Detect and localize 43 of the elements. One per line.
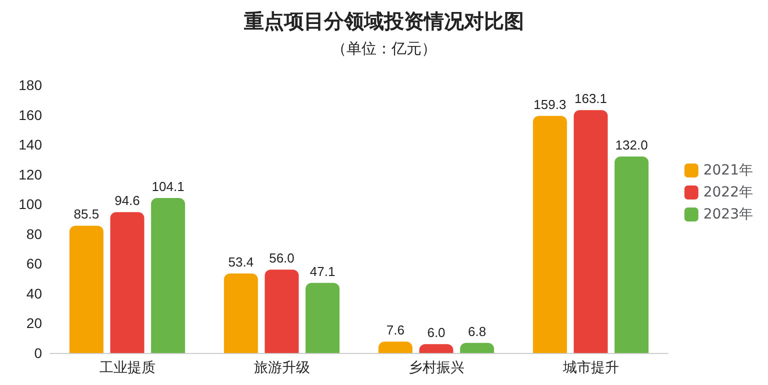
y-tick-label: 160 (18, 106, 42, 123)
legend-label: 2021年 (703, 162, 754, 178)
y-tick-label: 20 (26, 315, 42, 332)
y-tick-label: 40 (26, 285, 42, 302)
y-tick-label: 140 (18, 136, 42, 153)
y-tick-label: 80 (26, 226, 42, 242)
bar (460, 342, 494, 353)
bar (419, 344, 454, 353)
bar (614, 156, 649, 353)
text: 53.4 (228, 254, 254, 270)
x-tick-label: 工业提质 (99, 360, 156, 376)
text: 94.6 (114, 193, 140, 208)
bar (69, 226, 104, 353)
text: 132.0 (615, 137, 648, 152)
text: 7.6 (386, 322, 404, 338)
text: 159.3 (534, 96, 566, 112)
legend-label: 2023年 (703, 206, 754, 222)
bar (532, 116, 567, 353)
y-tick-label: 0 (34, 345, 42, 361)
bar (264, 270, 299, 353)
text: 85.5 (74, 206, 100, 222)
bar (306, 282, 340, 353)
y-tick-label: 180 (18, 77, 42, 93)
text: 104.1 (152, 179, 184, 194)
text: 47.1 (310, 264, 336, 279)
y-tick-label: 120 (18, 166, 42, 182)
bar (224, 273, 258, 353)
text: 163.1 (574, 91, 608, 106)
bar (378, 342, 412, 353)
bar (110, 212, 144, 353)
legend-label: 2022年 (703, 184, 754, 200)
x-tick-label: 乡村振兴 (408, 360, 464, 376)
bar (574, 110, 608, 353)
y-tick-label: 60 (26, 256, 42, 272)
x-tick-label: 城市提升 (562, 360, 619, 376)
y-tick-label: 100 (18, 196, 42, 212)
text: 6.8 (468, 324, 486, 339)
x-tick-label: 旅游升级 (254, 360, 310, 376)
text: 6.0 (427, 325, 446, 340)
bar (151, 198, 186, 353)
chart-subtitle: （单位：亿元） (332, 40, 436, 58)
chart-title: 重点项目分领域投资情况对比图 (243, 9, 524, 33)
text: 56.0 (269, 250, 294, 266)
